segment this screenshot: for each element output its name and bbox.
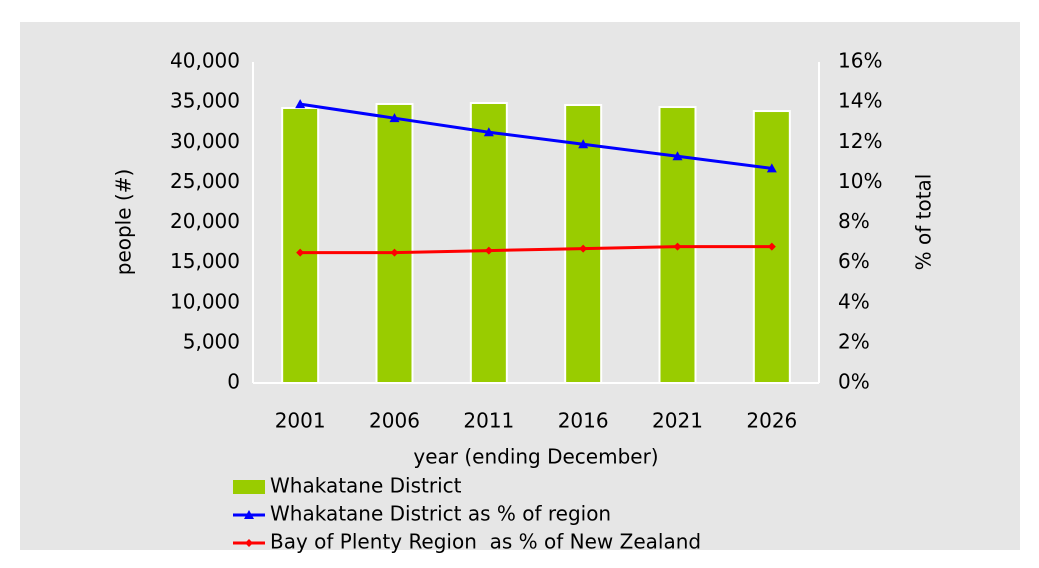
y2-tick-label: 10% (838, 169, 882, 193)
line-series (300, 245, 772, 255)
chart-background (20, 22, 1020, 550)
line-marker (766, 163, 777, 173)
y-tick-label: 0 (227, 370, 240, 394)
y2-tick-label: 0% (838, 370, 870, 394)
x-tick-label: 2026 (746, 409, 797, 433)
line-marker (390, 248, 399, 257)
y2-tick-label: 2% (838, 329, 870, 353)
y2-tick-label: 4% (838, 289, 870, 313)
y2-tick-label: 14% (838, 89, 882, 113)
legend-swatch (233, 480, 265, 494)
line-marker (578, 139, 589, 149)
bar (281, 106, 320, 385)
y-tick-label: 40,000 (170, 49, 240, 73)
y2-tick-label: 16% (838, 49, 882, 73)
y-tick-label: 10,000 (170, 289, 240, 313)
x-tick-label: 2001 (275, 409, 326, 433)
x-axis-title: year (ending December) (413, 445, 658, 469)
y2-tick-label: 12% (838, 129, 882, 153)
line-marker (295, 99, 306, 109)
y-tick-label: 35,000 (170, 89, 240, 113)
line-marker (483, 127, 494, 137)
legend-marker (244, 510, 254, 519)
y-tick-label: 5,000 (183, 329, 240, 353)
x-tick-label: 2016 (558, 409, 609, 433)
y-axis-title: people (#) (112, 169, 136, 276)
line-marker (296, 248, 305, 257)
bar (564, 104, 603, 384)
line-series (299, 102, 773, 170)
x-tick-label: 2021 (652, 409, 703, 433)
legend-label: Whakatane District (270, 474, 462, 498)
bar (469, 102, 508, 384)
y-tick-label: 30,000 (170, 129, 240, 153)
legend-marker (245, 539, 253, 547)
y-tick-label: 15,000 (170, 249, 240, 273)
legend-label: Bay of Plenty Region as % of New Zealand (270, 530, 701, 554)
y2-tick-label: 6% (838, 249, 870, 273)
line-marker (389, 113, 400, 123)
y-tick-label: 25,000 (170, 169, 240, 193)
line-marker (579, 244, 588, 253)
line-marker (767, 242, 776, 251)
legend-label: Whakatane District as % of region (270, 502, 611, 526)
y2-axis-title: % of total (912, 174, 936, 271)
line-marker (673, 242, 682, 251)
bar (375, 102, 414, 384)
line-marker (484, 246, 493, 255)
y-tick-label: 20,000 (170, 209, 240, 233)
y2-tick-label: 8% (838, 209, 870, 233)
line-marker (672, 151, 683, 161)
x-tick-label: 2011 (463, 409, 514, 433)
x-tick-label: 2006 (369, 409, 420, 433)
